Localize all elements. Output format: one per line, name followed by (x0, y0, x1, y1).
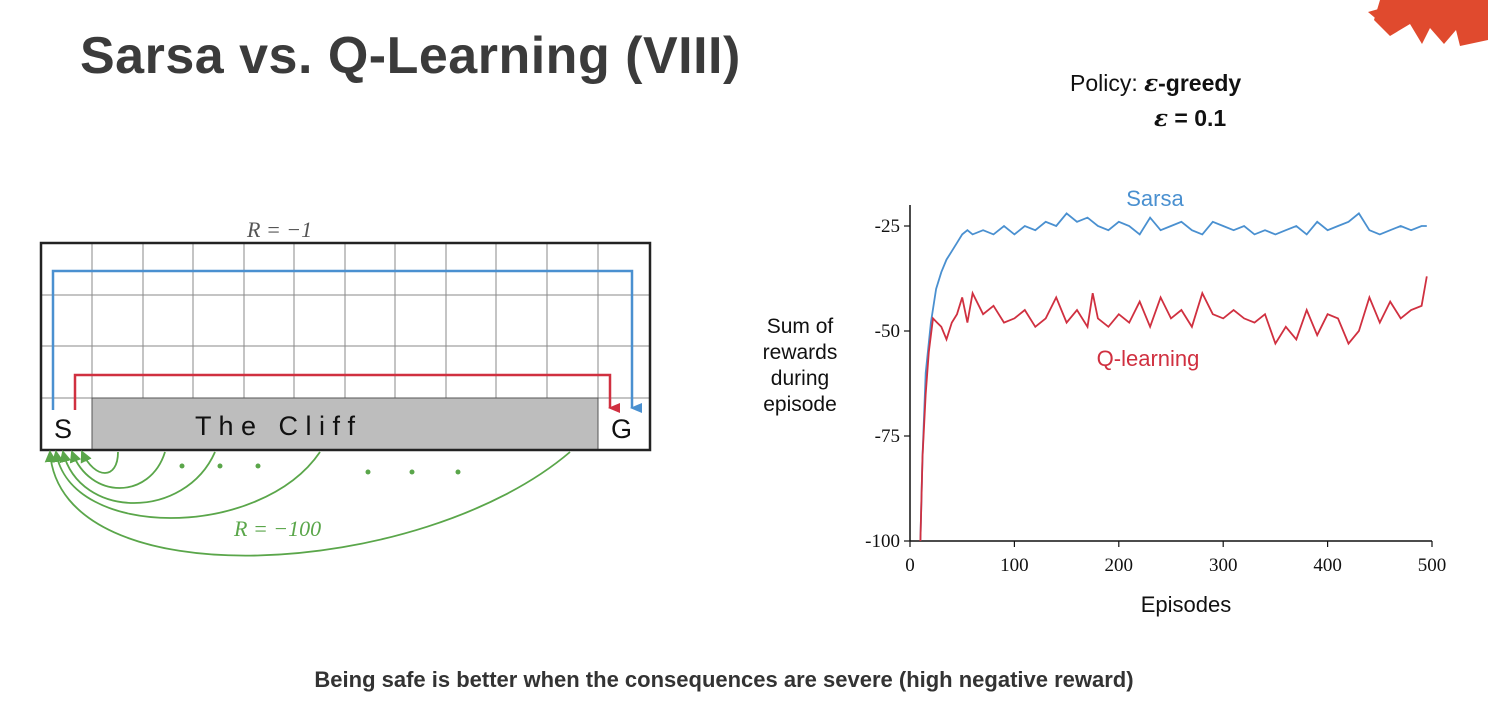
chart-axes (904, 205, 1433, 547)
x-tick-label: 200 (1105, 555, 1134, 576)
start-label: S (54, 414, 72, 444)
cliff-region (91, 397, 599, 451)
epsilon-symbol-2: ε (1154, 105, 1168, 132)
ellipsis-dots (179, 463, 461, 475)
learning-curve-chart: 0 100 200 300 400 500 -25 -50 -75 -100 Episodes Sar… (865, 186, 1446, 617)
y-tick-label: -25 (875, 216, 900, 237)
series-label-q-learning: Q-learning (1097, 346, 1200, 371)
sarsa-path (51, 269, 642, 413)
step-reward-label: R = −1 (246, 217, 312, 242)
cliff-gridworld: T h e C l i f f S G R = −1 R = −100 (39, 217, 652, 557)
series-line-q-learning (919, 276, 1428, 542)
epsilon-value: = 0.1 (1167, 105, 1227, 131)
chart-y-label: Sum of rewards during episode (762, 315, 838, 416)
epsilon-symbol: ε (1144, 70, 1159, 97)
cliff-fall-arrows (44, 450, 571, 557)
logo-icon (1368, 0, 1488, 46)
policy-name: -greedy (1158, 70, 1242, 96)
series-label-sarsa: Sarsa (1126, 186, 1184, 211)
grid-border (39, 241, 652, 452)
chart-lines (919, 212, 1428, 542)
y-tick-label: -100 (865, 531, 900, 552)
qlearning-path (73, 373, 620, 413)
slide-footer: Being safe is better when the consequenc… (314, 667, 1134, 692)
y-tick-label: -75 (875, 426, 900, 447)
series-line-sarsa (919, 212, 1427, 542)
slide-title: Sarsa vs. Q-Learning (VIII) (80, 27, 741, 85)
cliff-reward-label: R = −100 (233, 516, 321, 541)
x-tick-label: 400 (1313, 555, 1342, 576)
goal-label: G (611, 414, 632, 444)
x-tick-label: 500 (1418, 555, 1447, 576)
policy-caption: Policy: ε-greedy ε = 0.1 (1070, 70, 1241, 132)
chart-x-label: Episodes (1141, 592, 1232, 617)
x-tick-label: 0 (905, 555, 915, 576)
cliff-label: T h e C l i f f (195, 411, 356, 441)
policy-prefix: Policy: (1070, 70, 1145, 96)
x-tick-label: 300 (1209, 555, 1238, 576)
epsilon-setting: ε = 0.1 (1154, 105, 1241, 132)
y-tick-label: -50 (875, 321, 900, 342)
x-tick-label: 100 (1000, 555, 1029, 576)
chart-labels: 0 100 200 300 400 500 -25 -50 -75 -100 Episodes Sar… (865, 186, 1446, 617)
